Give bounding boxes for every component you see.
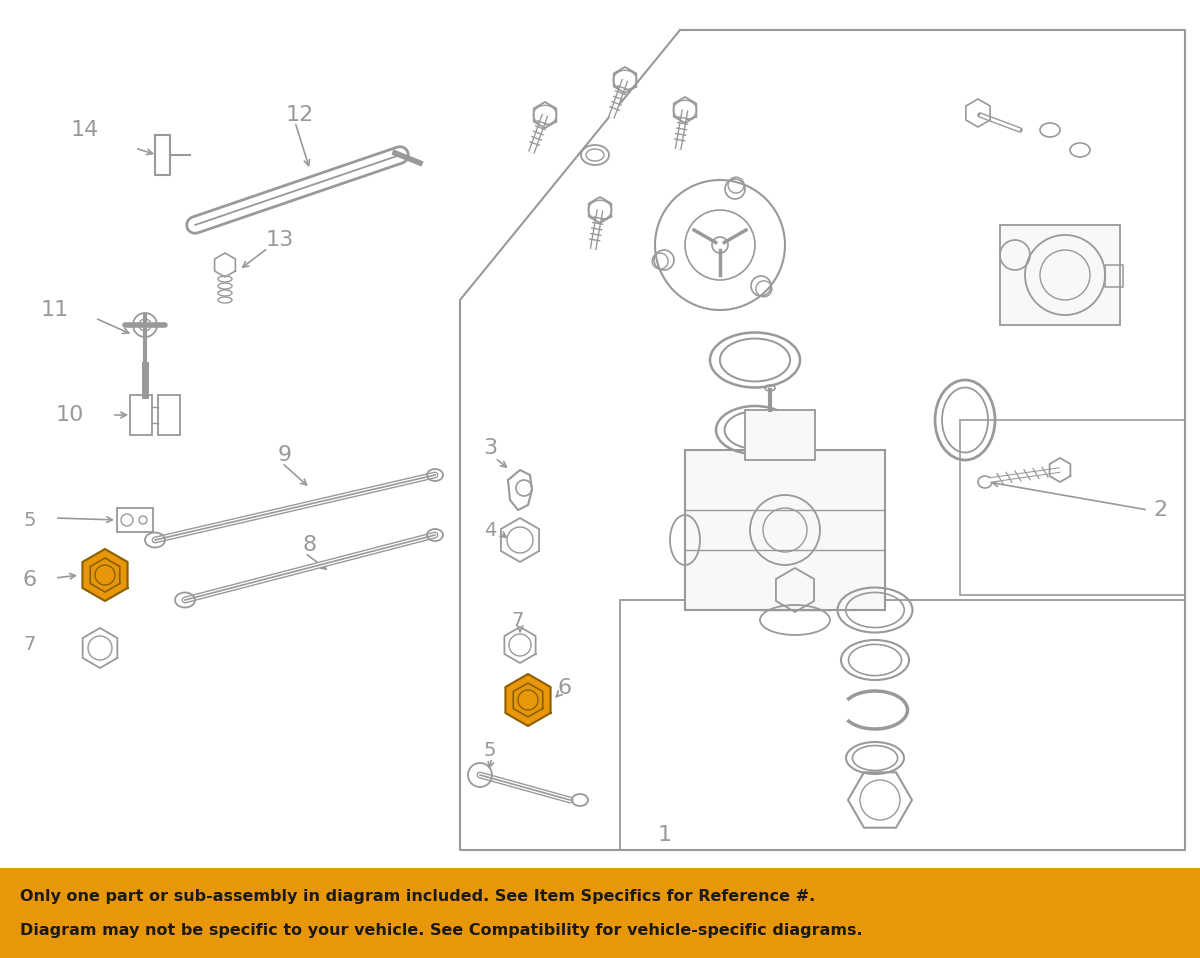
Bar [1000,225,1120,325]
Bar [130,395,152,435]
Text: 6: 6 [558,678,572,698]
Text: 2: 2 [1153,500,1168,520]
Bar [685,450,886,610]
Text: 6: 6 [23,570,37,590]
Text: 13: 13 [266,230,294,250]
Text: 10: 10 [56,405,84,425]
Text: 3: 3 [482,438,497,458]
Polygon shape [505,674,551,726]
Text: 5: 5 [24,511,36,530]
Text: 7: 7 [24,635,36,654]
Text: 8: 8 [302,535,317,555]
Bar [1105,265,1123,287]
Bar [158,395,180,435]
Bar [960,420,1186,595]
Text: Diagram may not be specific to your vehicle. See Compatibility for vehicle-speci: Diagram may not be specific to your vehi… [20,923,863,938]
Text: 14: 14 [71,120,100,140]
Text: 11: 11 [41,300,70,320]
Text: 12: 12 [286,105,314,125]
Polygon shape [83,549,127,601]
Bar [745,410,815,460]
Bar [620,600,1186,850]
Bar [118,508,154,532]
Bar [0,868,1200,958]
Text: Only one part or sub-assembly in diagram included. See Item Specifics for Refere: Only one part or sub-assembly in diagram… [20,888,815,903]
Text: 5: 5 [484,741,497,760]
Text: 7: 7 [512,610,524,629]
Text: 1: 1 [658,825,672,845]
Text: 9: 9 [278,445,292,465]
Text: 4: 4 [484,520,496,539]
